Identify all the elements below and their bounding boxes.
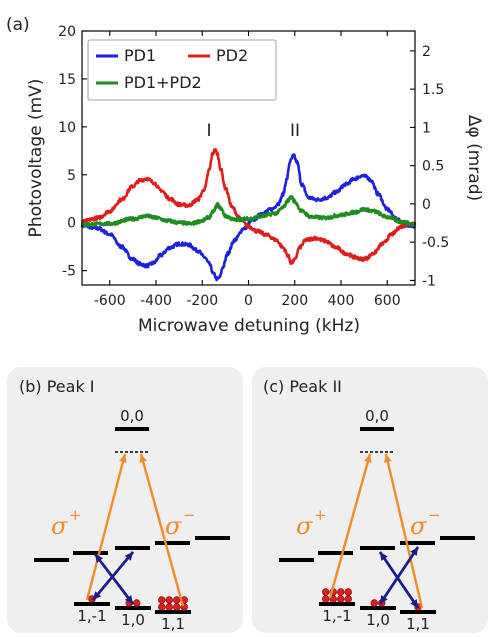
x-axis-label: Microwave detuning (kHz) xyxy=(138,316,360,336)
level-diagram-c: 0,01,-1 1,0 1,1σ + σ − xyxy=(279,407,475,633)
atom-dot xyxy=(158,596,166,604)
sigma-minus-superscript: − xyxy=(428,506,441,524)
atom-dot xyxy=(173,596,181,604)
x-tick-label: 600 xyxy=(374,293,401,309)
atom-dot xyxy=(344,595,352,603)
y-right-tick-label: 0 xyxy=(422,197,431,213)
legend-entry: PD1+PD2 xyxy=(124,73,202,92)
microwave-arrow xyxy=(378,546,420,605)
y-right-tick-label: -0.5 xyxy=(422,235,449,251)
peak-label-i: I xyxy=(206,121,211,141)
atom-dot xyxy=(322,588,330,596)
x-tick-label: -400 xyxy=(140,293,172,309)
peak-label-ii: II xyxy=(290,121,300,141)
legend-entry: PD1 xyxy=(124,46,156,65)
level-0-0-label: 0,0 xyxy=(120,407,144,425)
y-right-tick-label: 2 xyxy=(422,44,431,60)
y-tick-label: 10 xyxy=(58,120,76,136)
series-line-pd1 xyxy=(80,153,417,282)
sigma-plus-superscript: + xyxy=(314,506,327,524)
atom-dot xyxy=(133,599,141,607)
sigma-minus-arrow xyxy=(384,453,424,609)
series-line-pd2 xyxy=(80,148,417,265)
plot-frame xyxy=(81,30,416,286)
level-0-0-label: 0,0 xyxy=(365,407,389,425)
legend: PD1 PD2 PD1+PD2 xyxy=(87,39,277,101)
atom-dot xyxy=(158,603,166,611)
sigma-minus-arrow-head xyxy=(139,454,147,463)
ground-sublevel-label: 1,0 xyxy=(366,611,390,629)
atom-dot xyxy=(173,603,181,611)
y-right-tick-label: -1 xyxy=(422,273,436,289)
sigma-plus-arrow xyxy=(328,453,372,599)
x-tick-label: -200 xyxy=(186,293,218,309)
panel-b-background xyxy=(7,367,243,633)
panel-c-background xyxy=(252,367,488,633)
microwave-arrow xyxy=(378,551,420,609)
microwave-arrow-head xyxy=(95,554,104,563)
sigma-minus-arrow-head xyxy=(384,454,392,463)
y-tick-label: -5 xyxy=(62,264,76,280)
x-tick-label: 0 xyxy=(244,293,253,309)
sigma-plus-arrow xyxy=(85,453,127,601)
x-tick-label: 400 xyxy=(328,293,355,309)
y-tick-label: 20 xyxy=(58,24,76,40)
panel-a-label: (a) xyxy=(6,15,30,35)
panel-c-title: (c) Peak II xyxy=(263,377,342,396)
y-axis-label: Photovoltage (mV) xyxy=(26,79,46,238)
atom-dot xyxy=(322,595,330,603)
microwave-arrow xyxy=(93,553,135,605)
y-right-tick-label: 0.5 xyxy=(422,159,444,175)
sigma-plus-superscript: + xyxy=(69,506,82,524)
ground-sublevel-label: 1,1 xyxy=(406,615,430,633)
sigma-plus-arrow-head xyxy=(119,454,127,463)
ground-sublevel-label: 1,1 xyxy=(161,615,185,633)
x-tick-label: -600 xyxy=(94,293,126,309)
series-line-pd1-plus-pd2 xyxy=(80,195,417,228)
ground-sublevel-label: 1,0 xyxy=(121,611,145,629)
atom-dot xyxy=(344,588,352,596)
atom-dot xyxy=(165,596,173,604)
sigma-minus-arrow xyxy=(139,453,185,607)
sigma-minus-label: σ xyxy=(410,512,427,540)
atom-dot xyxy=(337,588,345,596)
microwave-arrow-head xyxy=(93,591,102,600)
y-tick-label: 15 xyxy=(58,72,76,88)
sigma-plus-label: σ xyxy=(51,512,68,540)
sigma-plus-label: σ xyxy=(296,512,313,540)
microwave-arrow-head xyxy=(380,552,388,561)
y-right-axis-label: Δφ (mrad) xyxy=(464,115,484,201)
panel-b-title: (b) Peak I xyxy=(19,377,95,396)
sigma-minus-label: σ xyxy=(165,512,182,540)
atom-dot xyxy=(370,599,378,607)
y-tick-label: 0 xyxy=(67,216,76,232)
level-diagram-b: 0,01,-1 1,0 1,1σ + σ − xyxy=(34,407,230,633)
y-tick-label: 5 xyxy=(67,168,76,184)
legend-entry: PD2 xyxy=(216,46,248,65)
atom-dot xyxy=(337,595,345,603)
sigma-plus-arrow-head xyxy=(364,454,372,463)
microwave-arrow-head xyxy=(380,595,388,604)
ground-sublevel-label: 1,-1 xyxy=(77,607,106,625)
sigma-minus-superscript: − xyxy=(183,506,196,524)
plot-series xyxy=(80,148,417,282)
atom-dot xyxy=(165,603,173,611)
plot-axes: -600 -400 -200 0 200 400 600 -5 0 5 10 15 20 -1 -0.5 0 0… xyxy=(58,24,449,309)
ground-sublevel-label: 1,-1 xyxy=(322,607,351,625)
y-right-tick-label: 1.5 xyxy=(422,82,444,98)
legend-box xyxy=(87,39,277,101)
y-right-tick-label: 1 xyxy=(422,120,431,136)
x-tick-label: 200 xyxy=(281,293,308,309)
